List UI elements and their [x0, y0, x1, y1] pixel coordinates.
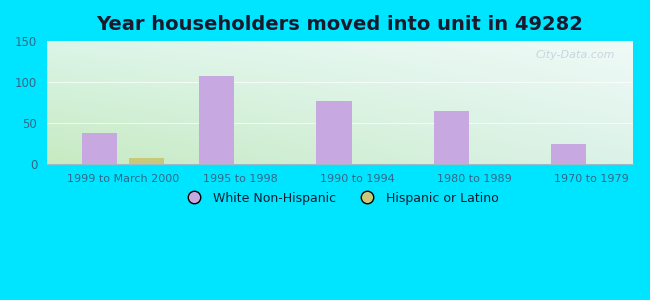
Bar	[317, 101, 352, 164]
Text: City-Data.com: City-Data.com	[536, 50, 616, 60]
Bar	[434, 111, 469, 164]
Bar	[551, 144, 586, 164]
Title: Year householders moved into unit in 49282: Year householders moved into unit in 492…	[96, 15, 583, 34]
Bar	[200, 76, 235, 164]
Bar	[129, 158, 164, 164]
Legend: White Non-Hispanic, Hispanic or Latino: White Non-Hispanic, Hispanic or Latino	[176, 187, 504, 210]
Bar	[82, 133, 117, 164]
